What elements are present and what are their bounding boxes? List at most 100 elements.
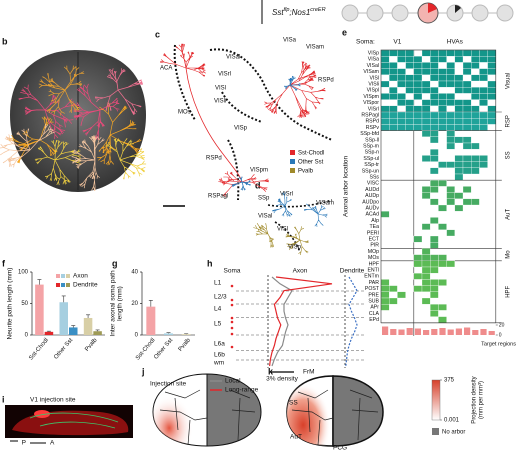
density-profile: [271, 276, 293, 367]
heatmap-cell: [446, 93, 455, 100]
heatmap-cell: [413, 93, 423, 100]
region-label: PCG: [333, 445, 347, 450]
row-label: VISrl: [368, 106, 379, 112]
legend-label: Dendrite: [73, 282, 98, 289]
heatmap-cell: [413, 273, 423, 280]
legend-label: Local: [225, 378, 241, 385]
neurite: [34, 139, 82, 186]
target-bar: [480, 329, 487, 335]
heatmap-cell: [446, 68, 455, 75]
legend-swatch: [61, 274, 65, 278]
colorbar-title: (mm per mm³): [479, 381, 485, 419]
x-tick-label: Sst-Chodl: [28, 337, 50, 361]
heatmap-cell: [438, 316, 447, 323]
legend-label: Long-range: [225, 387, 259, 394]
row-label: ECT: [369, 236, 380, 242]
heatmap-cell: [446, 260, 455, 268]
heatmap-cell: [389, 124, 398, 131]
heatmap-cell: [454, 111, 464, 119]
legend-label: Other Sst: [298, 160, 324, 166]
heatmap-cell: [462, 80, 472, 88]
region-label: VISp: [288, 245, 302, 251]
heatmap-cell: [430, 124, 439, 131]
heatmap-cell: [430, 285, 439, 292]
decoration: [5, 0, 514, 447]
heatmap-cell: [430, 217, 439, 224]
heatmap-cell: [413, 118, 423, 125]
legend-swatch: [66, 274, 70, 278]
row-label: PAR: [369, 280, 380, 286]
heatmap-cell: [405, 111, 414, 119]
target-bar: [464, 327, 471, 335]
row-label: VISp: [368, 50, 379, 56]
heatmap-cell: [397, 49, 406, 57]
layer-label: L5: [214, 321, 222, 328]
colorbar: [431, 379, 441, 421]
heatmap-cell: [421, 111, 431, 119]
target-bar: [472, 330, 479, 335]
genotype: Sstflp;Nos1creER: [272, 7, 326, 17]
heatmap-cell: [487, 87, 496, 94]
row-label: SSp-m: [363, 143, 379, 149]
column-header: V1: [393, 39, 401, 46]
y-axis-title: Neurite path length (mm): [7, 268, 14, 340]
error-bar: [46, 330, 51, 332]
heatmap-cell: [413, 285, 423, 292]
row-label: VISC: [367, 181, 379, 187]
heatmap-cell: [389, 111, 398, 119]
genotype-allele: flp: [284, 7, 290, 13]
bar: [164, 333, 173, 335]
heatmap-cell: [413, 74, 423, 82]
heatmap-cell: [421, 87, 431, 94]
error-bar: [61, 295, 66, 303]
y-axis-title: Inter axonal soma path: [110, 270, 117, 337]
neurite: [94, 68, 143, 115]
target-bar: [398, 329, 405, 335]
region-label: VISam: [316, 201, 334, 207]
heatmap-cell: [454, 74, 464, 82]
heatmap-cell: [438, 223, 447, 230]
area-border: [227, 139, 240, 201]
y-tick-label: 50: [21, 301, 28, 307]
heatmap-cell: [389, 87, 398, 94]
region-label: VISal: [258, 214, 272, 220]
heatmap-cell: [479, 93, 488, 100]
region-label: VISa: [283, 38, 297, 44]
soma-dot: [230, 326, 234, 330]
heatmap-cell: [462, 198, 472, 206]
heatmap-cell: [462, 118, 472, 125]
heatmap-cell: [430, 180, 439, 187]
heatmap-cell: [413, 68, 423, 75]
timepoint: [471, 4, 489, 22]
heatmap-cell: [405, 49, 414, 57]
target-bar: [406, 328, 413, 335]
region-label: VISl: [215, 86, 226, 92]
neurite: [253, 223, 275, 248]
column-header: Soma: [224, 268, 241, 275]
heatmap-cell: [430, 279, 439, 286]
legend-label: Sst-Chodl: [298, 151, 324, 157]
heatmap-cell: [430, 266, 439, 274]
heatmap-cell: [438, 161, 447, 168]
heatmap-cell: [421, 62, 431, 69]
heatmap-cell: [471, 93, 480, 100]
error-bar: [148, 300, 153, 307]
row-label: RSPv: [366, 125, 380, 131]
neurite: [73, 83, 120, 141]
y-tick-label: 20: [131, 301, 138, 307]
heatmap-cell: [397, 291, 406, 299]
heatmap-cell: [413, 80, 423, 88]
neurite: [304, 203, 328, 227]
heatmap-cell: [479, 155, 488, 162]
heatmap-cell: [389, 297, 398, 305]
heatmap-cell: [413, 111, 423, 119]
heatmap-cell: [479, 124, 488, 131]
heatmap-cell: [397, 80, 406, 88]
heatmap-cell: [462, 99, 472, 106]
row-label: SSp-ul: [363, 156, 379, 162]
layer-label: L4: [214, 306, 222, 313]
colorbar-tick-label: 0.001: [444, 418, 460, 424]
heatmap-cell: [397, 74, 406, 82]
heatmap-cell: [471, 161, 480, 168]
